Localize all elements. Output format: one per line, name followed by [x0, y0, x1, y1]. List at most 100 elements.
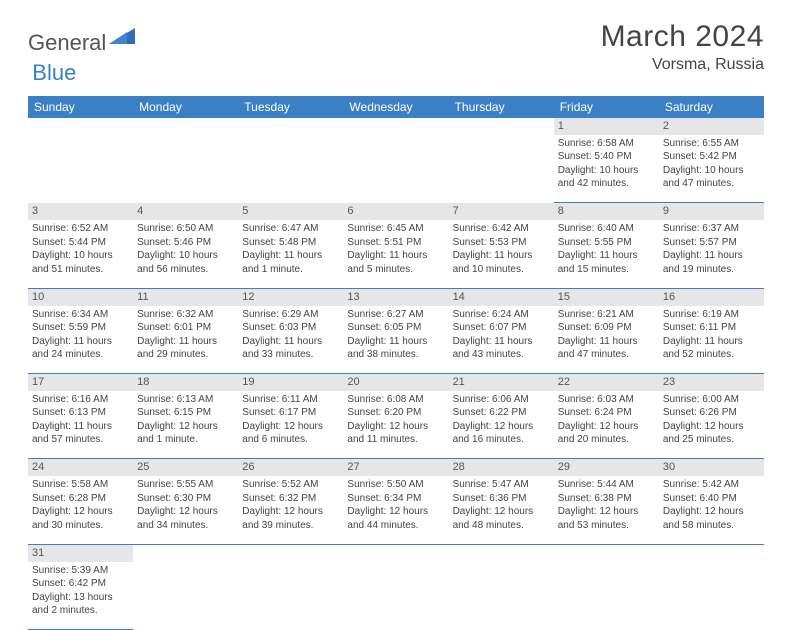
day-content-row: Sunrise: 6:16 AMSunset: 6:13 PMDaylight:…: [28, 391, 764, 459]
day-number: 8: [554, 203, 659, 220]
sunrise-text: Sunrise: 6:11 AM: [242, 393, 339, 407]
day-number: [133, 544, 238, 561]
daylight-text: and 51 minutes.: [32, 263, 129, 277]
daylight-text: Daylight: 10 hours: [137, 249, 234, 263]
daylight-text: Daylight: 12 hours: [347, 420, 444, 434]
day-number-row: 10111213141516: [28, 288, 764, 305]
day-cell: Sunrise: 6:55 AMSunset: 5:42 PMDaylight:…: [659, 135, 764, 203]
day-cell: [554, 562, 659, 630]
title-block: March 2024 Vorsma, Russia: [601, 20, 764, 74]
daylight-text: Daylight: 10 hours: [558, 164, 655, 178]
sunrise-text: Sunrise: 6:37 AM: [663, 222, 760, 236]
day-cell: [133, 135, 238, 203]
weekday-header: Friday: [554, 96, 659, 118]
day-number: 12: [238, 288, 343, 305]
logo-text-general: General: [28, 30, 106, 56]
sunset-text: Sunset: 6:42 PM: [32, 577, 129, 591]
day-cell: Sunrise: 6:52 AMSunset: 5:44 PMDaylight:…: [28, 220, 133, 288]
sunset-text: Sunset: 5:48 PM: [242, 236, 339, 250]
day-number: [238, 118, 343, 135]
sunrise-text: Sunrise: 6:42 AM: [453, 222, 550, 236]
day-number: 14: [449, 288, 554, 305]
sunset-text: Sunset: 6:38 PM: [558, 492, 655, 506]
weekday-header: Tuesday: [238, 96, 343, 118]
daylight-text: and 30 minutes.: [32, 519, 129, 533]
day-number: 31: [28, 544, 133, 561]
day-number: [554, 544, 659, 561]
day-content-row: Sunrise: 5:58 AMSunset: 6:28 PMDaylight:…: [28, 476, 764, 544]
logo-sail-icon: [109, 26, 135, 49]
daylight-text: Daylight: 11 hours: [663, 249, 760, 263]
daylight-text: and 2 minutes.: [32, 604, 129, 618]
day-cell: [238, 562, 343, 630]
sunset-text: Sunset: 6:30 PM: [137, 492, 234, 506]
location: Vorsma, Russia: [601, 56, 764, 74]
day-cell: Sunrise: 6:32 AMSunset: 6:01 PMDaylight:…: [133, 306, 238, 374]
sunset-text: Sunset: 6:17 PM: [242, 406, 339, 420]
sunset-text: Sunset: 5:46 PM: [137, 236, 234, 250]
daylight-text: Daylight: 11 hours: [558, 335, 655, 349]
daylight-text: and 56 minutes.: [137, 263, 234, 277]
day-number: 20: [343, 374, 448, 391]
day-number: [659, 544, 764, 561]
daylight-text: Daylight: 12 hours: [558, 505, 655, 519]
sunrise-text: Sunrise: 6:06 AM: [453, 393, 550, 407]
daylight-text: and 39 minutes.: [242, 519, 339, 533]
day-number: 3: [28, 203, 133, 220]
day-number: [343, 544, 448, 561]
daylight-text: Daylight: 12 hours: [663, 505, 760, 519]
sunset-text: Sunset: 6:15 PM: [137, 406, 234, 420]
daylight-text: and 44 minutes.: [347, 519, 444, 533]
sunrise-text: Sunrise: 5:47 AM: [453, 478, 550, 492]
daylight-text: Daylight: 12 hours: [347, 505, 444, 519]
day-number: 17: [28, 374, 133, 391]
day-content-row: Sunrise: 5:39 AMSunset: 6:42 PMDaylight:…: [28, 562, 764, 630]
sunset-text: Sunset: 6:36 PM: [453, 492, 550, 506]
day-number-row: 31: [28, 544, 764, 561]
daylight-text: Daylight: 11 hours: [663, 335, 760, 349]
daylight-text: Daylight: 11 hours: [32, 335, 129, 349]
day-number: 23: [659, 374, 764, 391]
sunrise-text: Sunrise: 6:45 AM: [347, 222, 444, 236]
sunrise-text: Sunrise: 6:52 AM: [32, 222, 129, 236]
day-cell: Sunrise: 5:47 AMSunset: 6:36 PMDaylight:…: [449, 476, 554, 544]
sunrise-text: Sunrise: 5:58 AM: [32, 478, 129, 492]
day-cell: Sunrise: 6:29 AMSunset: 6:03 PMDaylight:…: [238, 306, 343, 374]
day-cell: Sunrise: 5:44 AMSunset: 6:38 PMDaylight:…: [554, 476, 659, 544]
sunset-text: Sunset: 6:03 PM: [242, 321, 339, 335]
sunrise-text: Sunrise: 6:58 AM: [558, 137, 655, 151]
weekday-header: Thursday: [449, 96, 554, 118]
sunset-text: Sunset: 6:40 PM: [663, 492, 760, 506]
sunset-text: Sunset: 6:20 PM: [347, 406, 444, 420]
day-cell: Sunrise: 6:42 AMSunset: 5:53 PMDaylight:…: [449, 220, 554, 288]
daylight-text: and 6 minutes.: [242, 433, 339, 447]
daylight-text: Daylight: 11 hours: [137, 335, 234, 349]
day-number: 21: [449, 374, 554, 391]
day-cell: [343, 135, 448, 203]
day-cell: Sunrise: 6:00 AMSunset: 6:26 PMDaylight:…: [659, 391, 764, 459]
sunset-text: Sunset: 6:09 PM: [558, 321, 655, 335]
daylight-text: and 10 minutes.: [453, 263, 550, 277]
daylight-text: and 19 minutes.: [663, 263, 760, 277]
day-cell: Sunrise: 6:06 AMSunset: 6:22 PMDaylight:…: [449, 391, 554, 459]
day-number: 4: [133, 203, 238, 220]
day-cell: Sunrise: 6:19 AMSunset: 6:11 PMDaylight:…: [659, 306, 764, 374]
daylight-text: Daylight: 12 hours: [558, 420, 655, 434]
weekday-header: Sunday: [28, 96, 133, 118]
day-number: 27: [343, 459, 448, 476]
day-cell: Sunrise: 6:16 AMSunset: 6:13 PMDaylight:…: [28, 391, 133, 459]
daylight-text: and 25 minutes.: [663, 433, 760, 447]
day-number-row: 12: [28, 118, 764, 135]
day-number: 28: [449, 459, 554, 476]
sunrise-text: Sunrise: 6:03 AM: [558, 393, 655, 407]
day-number: 13: [343, 288, 448, 305]
logo-text-blue: Blue: [32, 60, 76, 86]
daylight-text: Daylight: 11 hours: [453, 335, 550, 349]
day-cell: Sunrise: 6:34 AMSunset: 5:59 PMDaylight:…: [28, 306, 133, 374]
day-cell: Sunrise: 6:37 AMSunset: 5:57 PMDaylight:…: [659, 220, 764, 288]
sunset-text: Sunset: 6:05 PM: [347, 321, 444, 335]
daylight-text: and 52 minutes.: [663, 348, 760, 362]
daylight-text: Daylight: 11 hours: [453, 249, 550, 263]
sunrise-text: Sunrise: 6:27 AM: [347, 308, 444, 322]
day-number: 15: [554, 288, 659, 305]
